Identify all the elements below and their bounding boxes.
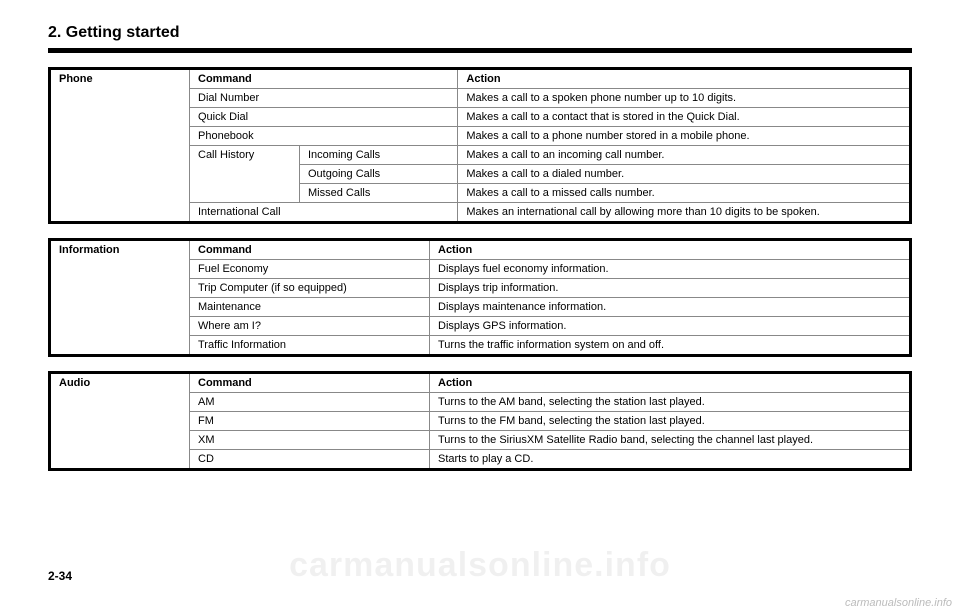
header-action: Action [430,373,911,393]
command-cell: Call History [190,146,300,203]
category-cell: Phone [50,69,190,223]
divider-line [48,48,912,53]
action-cell: Makes a call to a missed calls number. [458,184,911,203]
section-title: 2. Getting started [48,24,912,42]
command-cell: FM [190,412,430,431]
command-cell: Maintenance [190,298,430,317]
header-command: Command [190,240,430,260]
action-cell: Makes a call to a phone number stored in… [458,127,911,146]
command-cell: Trip Computer (if so equipped) [190,279,430,298]
command-cell: AM [190,393,430,412]
page-number: 2-34 [48,569,72,583]
action-cell: Turns to the SiriusXM Satellite Radio ba… [430,431,911,450]
category-cell: Audio [50,373,190,470]
subcommand-cell: Missed Calls [300,184,458,203]
command-cell: Phonebook [190,127,458,146]
command-cell: Where am I? [190,317,430,336]
action-cell: Turns to the FM band, selecting the stat… [430,412,911,431]
command-cell: Quick Dial [190,108,458,127]
action-cell: Makes a call to a spoken phone number up… [458,89,911,108]
command-cell: Dial Number [190,89,458,108]
action-cell: Displays trip information. [430,279,911,298]
header-action: Action [458,69,911,89]
header-command: Command [190,69,458,89]
command-cell: Traffic Information [190,336,430,356]
action-cell: Makes an international call by allowing … [458,203,911,223]
header-action: Action [430,240,911,260]
action-cell: Makes a call to a contact that is stored… [458,108,911,127]
watermark-text: carmanualsonline.info [845,597,952,609]
action-cell: Makes a call to an incoming call number. [458,146,911,165]
command-cell: XM [190,431,430,450]
action-cell: Displays fuel economy information. [430,260,911,279]
category-cell: Information [50,240,190,356]
table-row: Audio Command Action [50,373,911,393]
header-command: Command [190,373,430,393]
subcommand-cell: Incoming Calls [300,146,458,165]
table-row: Phone Command Action [50,69,911,89]
action-cell: Displays maintenance information. [430,298,911,317]
command-cell: Fuel Economy [190,260,430,279]
command-cell: CD [190,450,430,470]
audio-table: Audio Command Action AM Turns to the AM … [48,371,912,471]
action-cell: Displays GPS information. [430,317,911,336]
action-cell: Turns to the AM band, selecting the stat… [430,393,911,412]
information-table: Information Command Action Fuel Economy … [48,238,912,357]
action-cell: Starts to play a CD. [430,450,911,470]
subcommand-cell: Outgoing Calls [300,165,458,184]
action-cell: Makes a call to a dialed number. [458,165,911,184]
table-row: Information Command Action [50,240,911,260]
watermark-background: carmanualsonline.info [0,546,960,585]
phone-table: Phone Command Action Dial Number Makes a… [48,67,912,224]
action-cell: Turns the traffic information system on … [430,336,911,356]
command-cell: International Call [190,203,458,223]
